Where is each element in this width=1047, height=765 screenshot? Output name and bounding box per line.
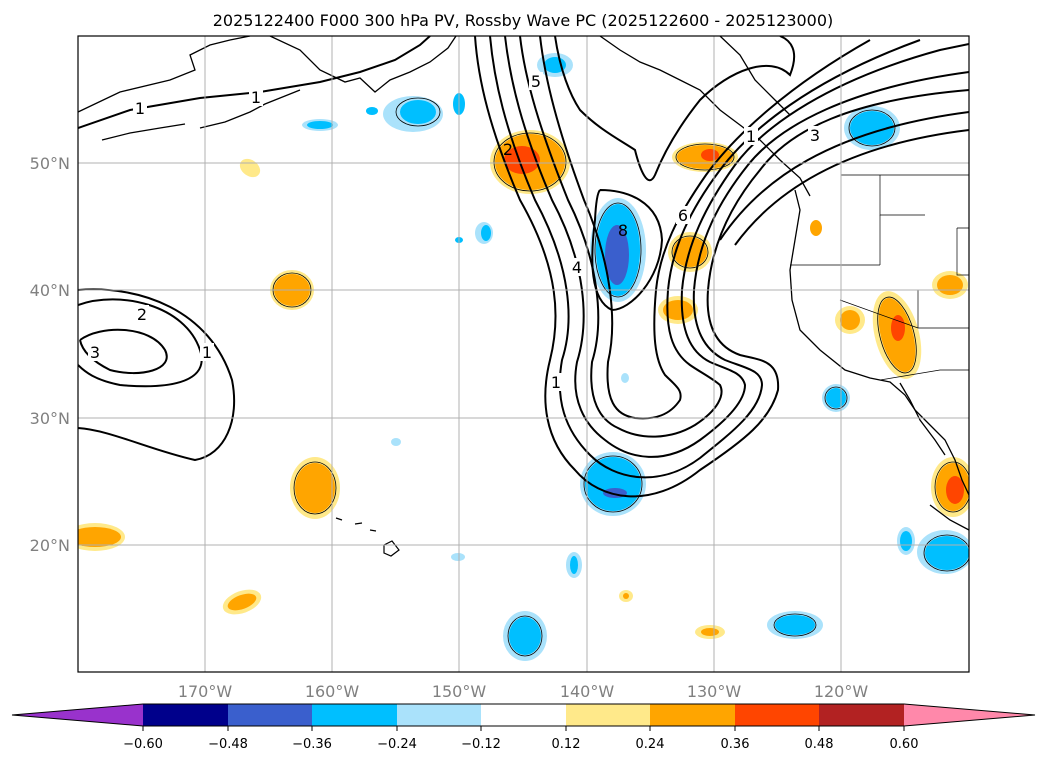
colorbar-segment: [566, 704, 650, 726]
colorbar-tick-label: −0.24: [377, 737, 417, 752]
contour-label: 3: [810, 126, 820, 145]
contour-label: 1: [135, 99, 145, 118]
colorbar-tick-label: −0.60: [123, 737, 163, 752]
lon-label: 160°W: [305, 682, 360, 701]
colorbar-segment: [397, 704, 481, 726]
colorbar-segment: [312, 704, 397, 726]
lat-label: 20°N: [30, 536, 70, 555]
colorbar-segment: [228, 704, 312, 726]
colorbar-left-arrow: [12, 704, 143, 726]
pv-anomaly-outlines: [272, 97, 969, 657]
contour-label: 2: [137, 305, 147, 324]
contour-label: 1: [202, 343, 212, 362]
colorbar-tick-label: −0.12: [461, 737, 501, 752]
contour-label: 1: [251, 88, 261, 107]
contour-label: 4: [572, 258, 582, 277]
lon-labels: 170°W 160°W 150°W 140°W 130°W 120°W: [178, 682, 869, 701]
contour-label: 1: [551, 373, 561, 392]
map-frame: [77, 35, 970, 673]
islands: [335, 517, 400, 557]
lon-label: 130°W: [687, 682, 742, 701]
contour-label-group: 1 1 2 3 1 5 2 4 1 8 6 3 1: [88, 72, 822, 392]
lon-label: 150°W: [432, 682, 487, 701]
colorbar-tick-label: −0.36: [292, 737, 332, 752]
pv-anomaly-shading: [78, 53, 969, 661]
colorbar-right-arrow: [904, 704, 1035, 726]
contour-label: 5: [531, 72, 541, 91]
colorbar-tick-label: 0.12: [552, 737, 581, 752]
colorbar-segment: [819, 704, 904, 726]
lat-labels: 20°N 30°N 40°N 50°N: [30, 154, 70, 555]
contour-label: 8: [618, 221, 628, 240]
contour-label: 2: [503, 140, 513, 159]
lon-label: 140°W: [560, 682, 615, 701]
lon-label: 120°W: [814, 682, 869, 701]
contour-label: 6: [678, 206, 688, 225]
colorbar-tick-label: 0.36: [721, 737, 750, 752]
colorbar-segment: [735, 704, 819, 726]
colorbar-tick-label: 0.48: [805, 737, 834, 752]
colorbar-segment: [143, 704, 228, 726]
chart-title: 2025122400 F000 300 hPa PV, Rossby Wave …: [213, 11, 834, 30]
lat-label: 40°N: [30, 281, 70, 300]
colorbar-segment: [650, 704, 735, 726]
colorbar-tick-label: 0.60: [890, 737, 919, 752]
graticule: [78, 36, 969, 672]
colorbar-tick-label: −0.48: [208, 737, 248, 752]
colorbar: −0.60 −0.48 −0.36 −0.24 −0.12 0.12 0.24 …: [11, 703, 1036, 752]
colorbar-tick-label: 0.24: [636, 737, 665, 752]
lat-label: 50°N: [30, 154, 70, 173]
lon-label: 170°W: [178, 682, 233, 701]
contour-label: 1: [746, 127, 756, 146]
lat-label: 30°N: [30, 409, 70, 428]
contour-label: 3: [90, 343, 100, 362]
colorbar-segment: [481, 704, 566, 726]
map-panel: 1 1 2 3 1 5 2 4 1 8 6 3 1: [78, 36, 969, 672]
